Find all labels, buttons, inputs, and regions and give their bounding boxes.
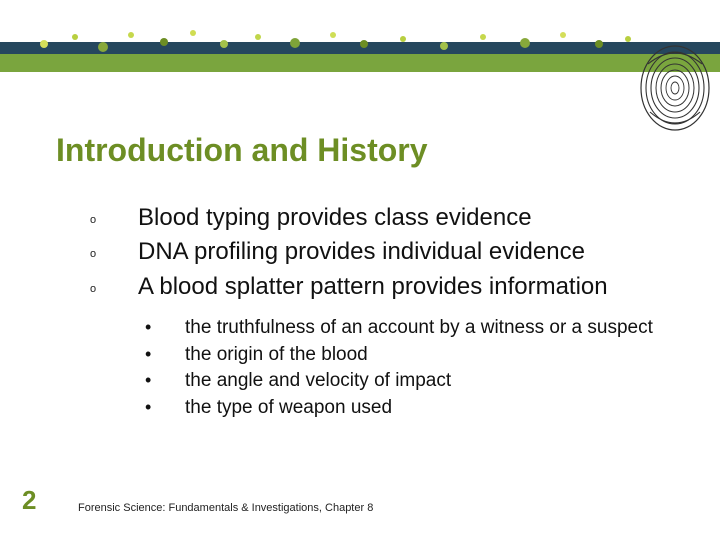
slide-title: Introduction and History — [56, 132, 428, 169]
banner-dot-icon — [595, 40, 603, 48]
bullet-marker-icon: • — [145, 369, 185, 392]
bullet-marker-icon: • — [145, 316, 185, 339]
footer-text: Forensic Science: Fundamentals & Investi… — [78, 502, 373, 514]
banner-dot-icon — [255, 34, 261, 40]
banner-dot-icon — [360, 40, 368, 48]
bullet-text: the truthfulness of an account by a witn… — [185, 316, 660, 341]
banner-dot-icon — [72, 34, 78, 40]
banner-dot-icon — [520, 38, 530, 48]
bullet-text: the origin of the blood — [185, 343, 660, 368]
banner-dot-icon — [625, 36, 631, 42]
top-banner — [0, 0, 720, 72]
fingerprint-icon — [638, 44, 712, 132]
bullet-text: A blood splatter pattern provides inform… — [138, 271, 680, 303]
inner-bullet-list: • the truthfulness of an account by a wi… — [145, 316, 660, 423]
banner-dot-icon — [220, 40, 228, 48]
bullet-text: Blood typing provides class evidence — [138, 202, 680, 234]
list-item: o Blood typing provides class evidence — [90, 202, 680, 234]
bullet-marker-icon: o — [90, 236, 138, 260]
bullet-text: the angle and velocity of impact — [185, 369, 660, 394]
banner-dot-icon — [128, 32, 134, 38]
bullet-text: the type of weapon used — [185, 396, 660, 421]
list-item: • the origin of the blood — [145, 343, 660, 368]
bullet-text: DNA profiling provides individual eviden… — [138, 236, 680, 268]
banner-dot-icon — [330, 32, 336, 38]
banner-dot-icon — [40, 40, 48, 48]
banner-dot-icon — [160, 38, 168, 46]
list-item: • the truthfulness of an account by a wi… — [145, 316, 660, 341]
banner-dot-icon — [98, 42, 108, 52]
list-item: o A blood splatter pattern provides info… — [90, 271, 680, 303]
banner-dots — [0, 28, 720, 68]
bullet-marker-icon: • — [145, 396, 185, 419]
bullet-marker-icon: o — [90, 271, 138, 295]
banner-dot-icon — [290, 38, 300, 48]
banner-dot-icon — [440, 42, 448, 50]
page-number: 2 — [22, 485, 36, 516]
banner-dot-icon — [480, 34, 486, 40]
bullet-marker-icon: o — [90, 202, 138, 226]
outer-bullet-list: o Blood typing provides class evidence o… — [90, 202, 680, 305]
banner-dot-icon — [190, 30, 196, 36]
banner-dot-icon — [560, 32, 566, 38]
banner-dot-icon — [400, 36, 406, 42]
list-item: • the type of weapon used — [145, 396, 660, 421]
list-item: • the angle and velocity of impact — [145, 369, 660, 394]
list-item: o DNA profiling provides individual evid… — [90, 236, 680, 268]
bullet-marker-icon: • — [145, 343, 185, 366]
